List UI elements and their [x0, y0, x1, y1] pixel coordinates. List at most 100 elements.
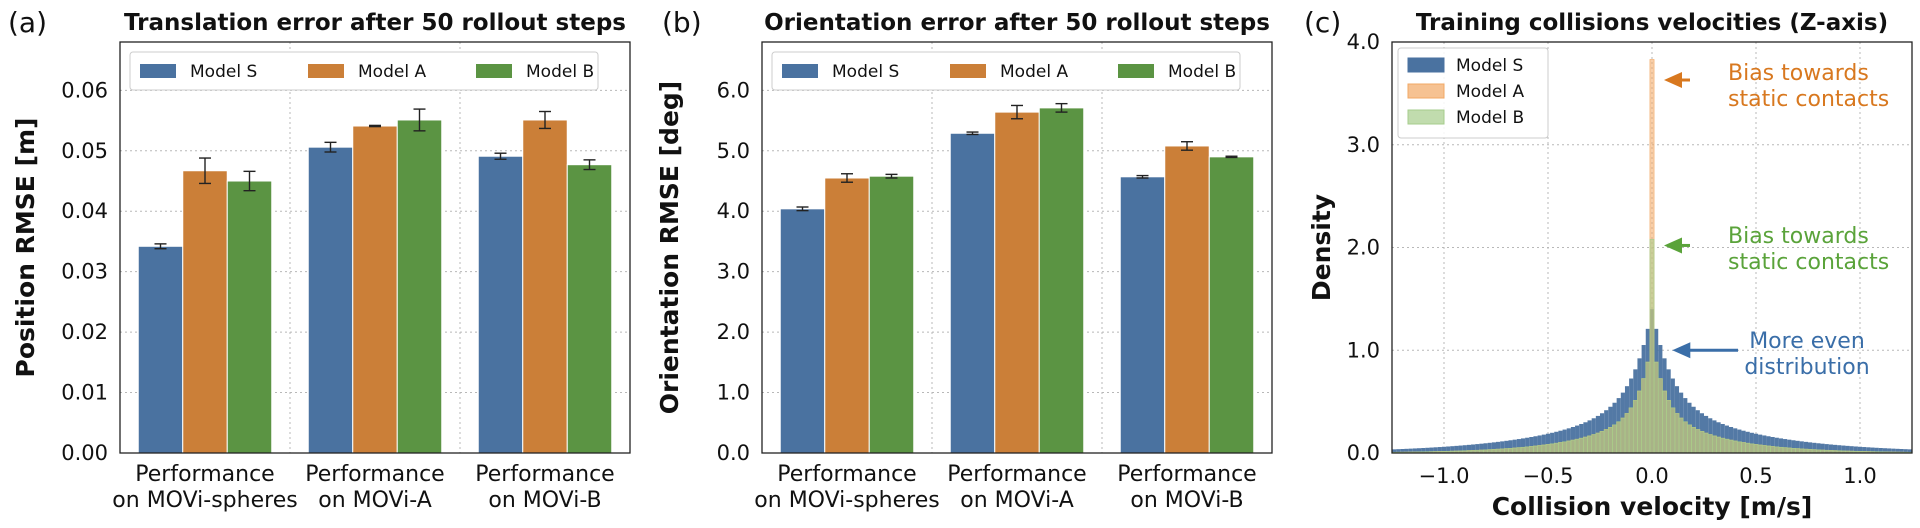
legend-swatch: [140, 64, 176, 78]
histogram-bin: [1558, 442, 1563, 453]
panel-a-translation-error: 0.000.010.020.030.040.050.06Performanceo…: [8, 6, 631, 513]
y-tick-label: 5.0: [717, 139, 750, 163]
histogram-bin: [1595, 432, 1601, 453]
histogram-bin: [1624, 413, 1630, 453]
histogram-bin: [1786, 447, 1792, 453]
histogram-bin: [1471, 444, 1476, 453]
histogram-bin: [1778, 438, 1784, 453]
y-tick-label: 0.06: [61, 78, 108, 102]
bar-model-s: [477, 155, 524, 454]
legend-swatch: [1407, 109, 1445, 125]
legend-label: Model A: [1000, 62, 1068, 82]
histogram-bin: [1674, 413, 1680, 453]
bar-model-a: [522, 119, 568, 454]
histogram-bin: [1757, 444, 1763, 453]
bar-model-a: [1164, 145, 1210, 454]
histogram-bin: [1462, 445, 1467, 453]
histogram-bin: [1728, 439, 1734, 453]
histogram-bin: [1841, 445, 1846, 453]
histogram-bin: [1525, 437, 1530, 453]
y-tick-label: 3.0: [717, 260, 750, 284]
category-label: Performance: [947, 462, 1086, 487]
legend: Model S Model A Model B: [771, 51, 1241, 91]
category-label: Performance: [305, 462, 444, 487]
histogram-bin: [1541, 434, 1546, 453]
annotation-arrow-head: [1664, 72, 1682, 89]
histogram-bin: [1857, 446, 1863, 453]
histogram-bin: [1832, 444, 1838, 453]
histogram-bin: [1882, 448, 1888, 453]
histogram-bin: [1421, 448, 1426, 453]
category-label: on MOVi-A: [960, 488, 1074, 513]
histogram-bin: [1662, 390, 1667, 453]
histogram-bin: [1745, 442, 1751, 453]
y-tick-label: 1.0: [1347, 338, 1380, 362]
histogram-bin: [1550, 432, 1555, 453]
histogram-bin: [1566, 428, 1571, 453]
histogram-bin: [1641, 378, 1647, 453]
x-tick-label: −1.0: [1419, 464, 1470, 488]
y-tick-label: 2.0: [717, 320, 750, 344]
panel-letter: (b): [662, 6, 702, 39]
histogram-bin: [1895, 448, 1900, 453]
legend-swatch: [308, 64, 344, 78]
histogram-bin: [1392, 449, 1397, 453]
histogram-bin: [1766, 445, 1771, 453]
histogram-bin: [1724, 438, 1730, 453]
legend-label: Model B: [1456, 108, 1524, 128]
histogram-bin: [1508, 440, 1513, 453]
chart-title: Training collisions velocities (Z-axis): [1416, 10, 1888, 36]
histogram-bin: [1475, 444, 1480, 453]
panel-letter: (c): [1304, 6, 1341, 39]
histogram-bin: [1887, 448, 1892, 453]
histogram-bin: [1516, 447, 1522, 453]
bar-model-s: [779, 208, 826, 454]
histogram-bin: [1520, 446, 1526, 453]
histogram-bin: [1562, 429, 1567, 453]
histogram-bin: [1508, 448, 1513, 453]
histogram-bin: [1795, 448, 1800, 453]
chart-title: Orientation error after 50 rollout steps: [764, 10, 1270, 36]
histogram-bin: [1795, 440, 1800, 453]
histogram-bin: [1545, 433, 1551, 453]
histogram-bin: [1574, 438, 1580, 453]
histogram-bin: [1853, 446, 1858, 453]
chart-title: Translation error after 50 rollout steps: [124, 10, 626, 36]
bar-model-s: [1119, 176, 1166, 454]
histogram-bin: [1791, 448, 1796, 453]
legend-label: Model B: [1168, 62, 1236, 82]
histogram-bin: [1496, 441, 1501, 453]
histogram-bin: [1820, 443, 1825, 453]
x-tick-label: 1.0: [1843, 464, 1876, 488]
histogram-bin: [1787, 439, 1792, 453]
histogram-bin: [1649, 238, 1655, 453]
histogram-bin: [1691, 427, 1696, 453]
histogram-bin: [1749, 432, 1754, 453]
histogram-bin: [1828, 444, 1833, 453]
histogram-bin: [1454, 445, 1459, 453]
histogram-bin: [1816, 443, 1821, 453]
y-axis-label: Density: [1307, 194, 1336, 301]
histogram-bin: [1745, 431, 1750, 453]
histogram-bin: [1737, 429, 1742, 453]
histogram-bin: [1808, 442, 1813, 453]
histogram-bin: [1616, 421, 1622, 453]
histogram-bin: [1670, 407, 1676, 453]
histogram-bin: [1666, 400, 1672, 453]
y-tick-label: 0.02: [61, 320, 108, 344]
bar-model-b: [868, 175, 915, 454]
legend-swatch: [476, 64, 512, 78]
histogram-bin: [1466, 444, 1472, 453]
histogram-bin: [1778, 446, 1784, 453]
histogram-bin: [1608, 427, 1613, 453]
histogram-bin: [1458, 445, 1463, 453]
histogram-bin: [1866, 447, 1871, 453]
bar-model-s: [307, 146, 354, 454]
histogram-bin: [1529, 437, 1534, 453]
y-tick-label: 0.04: [61, 199, 108, 223]
y-axis-label: Orientation RMSE [deg]: [655, 81, 684, 414]
histogram-bin: [1537, 435, 1542, 453]
bar-model-b: [1038, 107, 1085, 454]
